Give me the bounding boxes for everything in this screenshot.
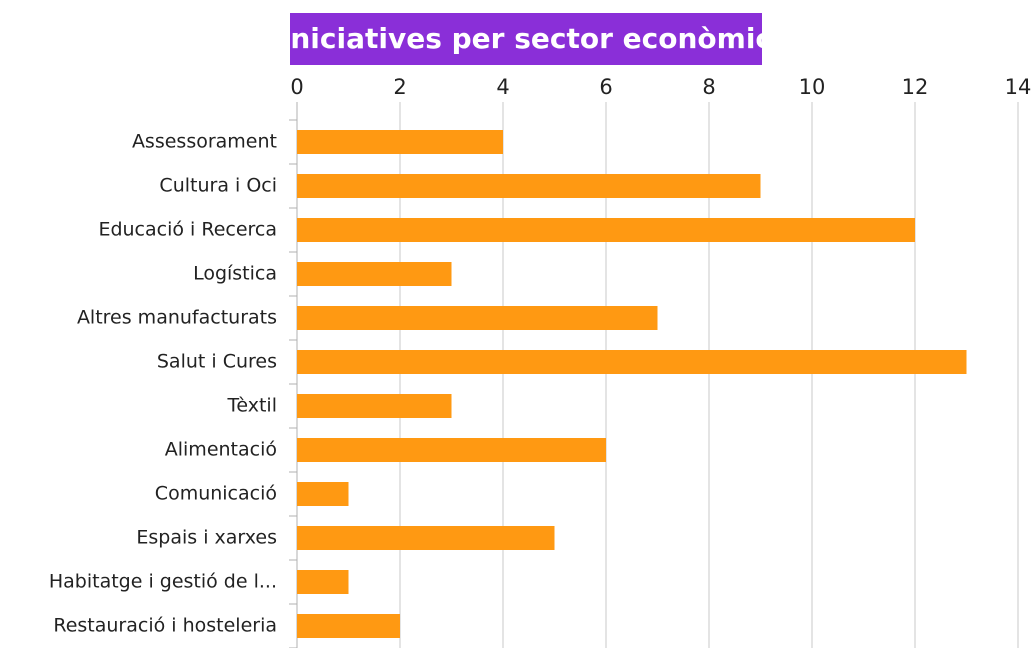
x-tick-label: 0 — [290, 75, 303, 99]
x-tick-label: 6 — [599, 75, 612, 99]
y-tick-label: Alimentació — [165, 439, 277, 461]
y-tick-label: Espais i xarxes — [136, 527, 277, 549]
bar — [297, 394, 452, 418]
y-tick-label: Comunicació — [155, 483, 277, 505]
y-tick-label: Cultura i Oci — [159, 175, 277, 197]
x-tick-label: 2 — [393, 75, 406, 99]
x-tick-label: 14 — [1005, 75, 1032, 99]
bar — [297, 614, 400, 638]
y-tick-label: Restauració i hosteleria — [53, 615, 277, 637]
bar — [297, 174, 761, 198]
y-tick-label: Assessorament — [132, 131, 277, 153]
y-tick-label: Salut i Cures — [157, 351, 277, 373]
bar — [297, 218, 915, 242]
y-tick-label: Altres manufacturats — [77, 307, 277, 329]
chart-title: Iniciatives per sector econòmic — [280, 22, 772, 55]
y-tick-label: Educació i Recerca — [98, 219, 277, 241]
y-tick-label: Habitatge i gestió de l... — [49, 571, 277, 593]
y-tick-label: Logística — [193, 263, 277, 285]
x-tick-label: 12 — [902, 75, 929, 99]
bar — [297, 350, 967, 374]
y-tick-label: Tèxtil — [226, 395, 277, 417]
bar — [297, 570, 349, 594]
bar — [297, 526, 555, 550]
title-background — [290, 13, 762, 65]
x-tick-label: 8 — [702, 75, 715, 99]
bar — [297, 306, 658, 330]
bar — [297, 482, 349, 506]
bar — [297, 438, 606, 462]
bar — [297, 262, 452, 286]
x-tick-label: 4 — [496, 75, 509, 99]
bar — [297, 130, 503, 154]
x-tick-label: 10 — [799, 75, 826, 99]
